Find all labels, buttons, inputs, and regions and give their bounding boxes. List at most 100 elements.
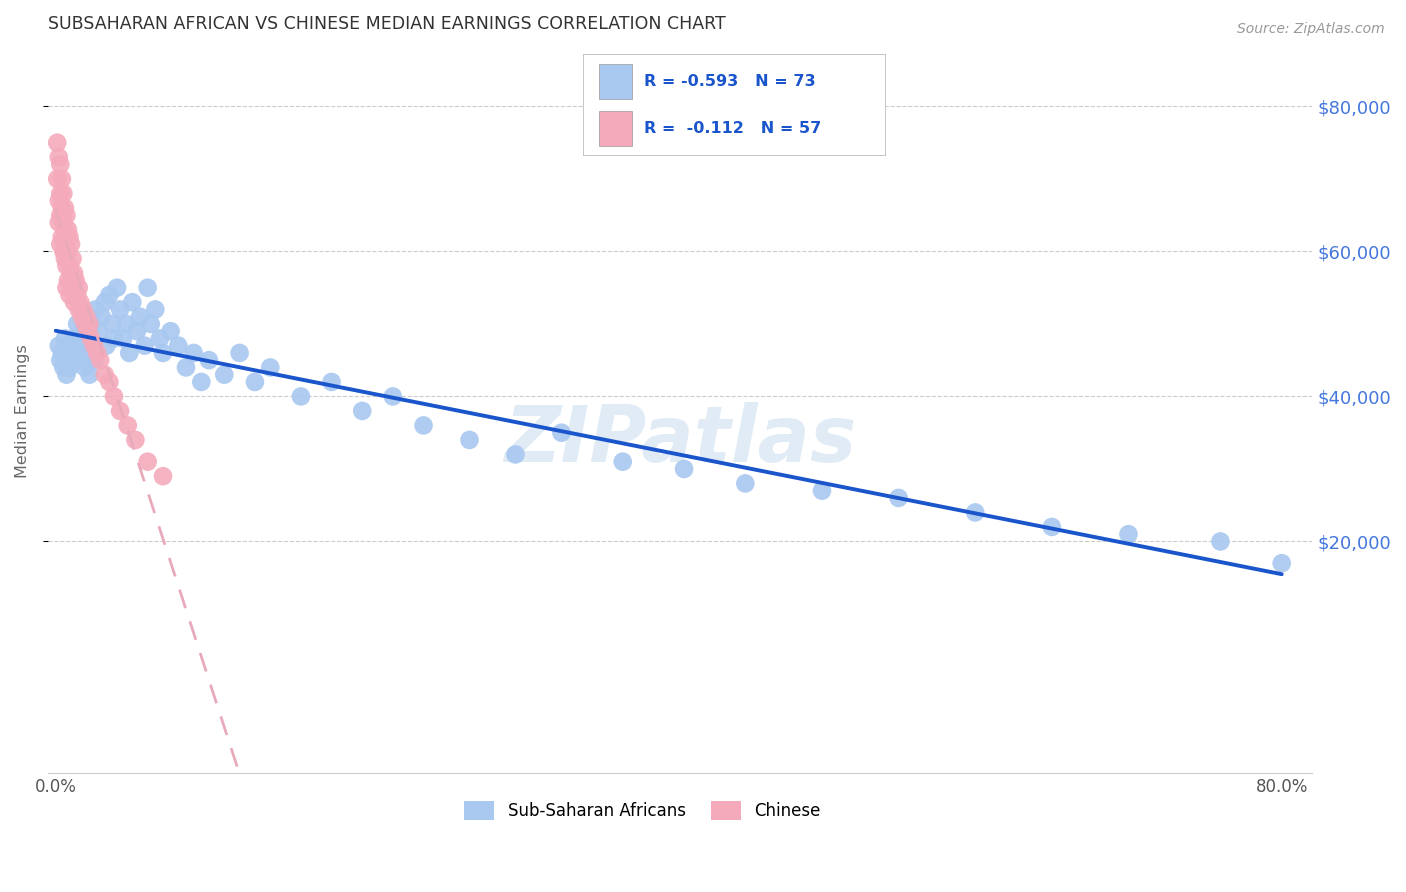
Point bbox=[58, 259, 80, 273]
Point bbox=[134, 339, 156, 353]
Point bbox=[734, 476, 756, 491]
Point bbox=[101, 317, 124, 331]
Point bbox=[66, 288, 89, 302]
Point bbox=[55, 230, 77, 244]
Point bbox=[887, 491, 910, 505]
Point bbox=[190, 375, 212, 389]
Point bbox=[1118, 527, 1140, 541]
Point bbox=[82, 339, 104, 353]
Point bbox=[48, 150, 70, 164]
Point bbox=[673, 462, 696, 476]
Point bbox=[115, 317, 138, 331]
Point bbox=[67, 302, 90, 317]
Text: ZIPatlas: ZIPatlas bbox=[505, 402, 856, 478]
Point bbox=[75, 346, 97, 360]
Point bbox=[381, 389, 404, 403]
Point bbox=[83, 353, 105, 368]
Point bbox=[129, 310, 152, 324]
Point bbox=[60, 339, 83, 353]
FancyBboxPatch shape bbox=[599, 64, 631, 99]
Point bbox=[1040, 520, 1063, 534]
Point bbox=[52, 244, 75, 259]
Point bbox=[108, 302, 131, 317]
FancyBboxPatch shape bbox=[599, 111, 631, 145]
Point bbox=[51, 346, 73, 360]
Point bbox=[63, 295, 86, 310]
Point bbox=[139, 317, 162, 331]
Point bbox=[243, 375, 266, 389]
Text: R =  -0.112   N = 57: R = -0.112 N = 57 bbox=[644, 121, 821, 136]
Text: Source: ZipAtlas.com: Source: ZipAtlas.com bbox=[1237, 22, 1385, 37]
Point bbox=[51, 172, 73, 186]
Point bbox=[159, 324, 181, 338]
Point bbox=[66, 317, 89, 331]
Point bbox=[58, 230, 80, 244]
Point bbox=[136, 455, 159, 469]
FancyBboxPatch shape bbox=[583, 54, 886, 156]
Point bbox=[79, 368, 101, 382]
Point bbox=[125, 324, 148, 338]
Point bbox=[56, 223, 79, 237]
Point bbox=[53, 252, 76, 266]
Point bbox=[72, 302, 94, 317]
Point bbox=[77, 331, 100, 345]
Point bbox=[65, 273, 87, 287]
Point bbox=[1271, 556, 1294, 570]
Point bbox=[458, 433, 481, 447]
Text: SUBSAHARAN AFRICAN VS CHINESE MEDIAN EARNINGS CORRELATION CHART: SUBSAHARAN AFRICAN VS CHINESE MEDIAN EAR… bbox=[48, 15, 725, 33]
Point bbox=[80, 331, 103, 345]
Point bbox=[90, 310, 112, 324]
Point bbox=[108, 404, 131, 418]
Point bbox=[62, 252, 84, 266]
Point bbox=[53, 201, 76, 215]
Point bbox=[321, 375, 343, 389]
Point bbox=[87, 324, 110, 338]
Point bbox=[65, 346, 87, 360]
Point bbox=[56, 346, 79, 360]
Point bbox=[69, 295, 91, 310]
Point bbox=[48, 194, 70, 208]
Point bbox=[228, 346, 250, 360]
Point bbox=[46, 172, 69, 186]
Point bbox=[69, 353, 91, 368]
Point bbox=[56, 273, 79, 287]
Point bbox=[55, 259, 77, 273]
Point bbox=[51, 230, 73, 244]
Point bbox=[55, 208, 77, 222]
Legend: Sub-Saharan Africans, Chinese: Sub-Saharan Africans, Chinese bbox=[457, 794, 827, 827]
Point bbox=[62, 281, 84, 295]
Point bbox=[152, 469, 174, 483]
Point bbox=[67, 281, 90, 295]
Point bbox=[63, 331, 86, 345]
Point bbox=[56, 244, 79, 259]
Point bbox=[51, 201, 73, 215]
Point bbox=[96, 339, 118, 353]
Point bbox=[149, 331, 172, 345]
Point bbox=[174, 360, 197, 375]
Point bbox=[198, 353, 221, 368]
Point bbox=[412, 418, 434, 433]
Point bbox=[60, 353, 83, 368]
Point bbox=[63, 266, 86, 280]
Point bbox=[183, 346, 205, 360]
Point bbox=[505, 447, 527, 461]
Point bbox=[124, 433, 146, 447]
Point bbox=[60, 237, 83, 252]
Point bbox=[167, 339, 190, 353]
Point bbox=[49, 157, 72, 171]
Point bbox=[965, 505, 987, 519]
Point bbox=[112, 331, 135, 345]
Point bbox=[53, 223, 76, 237]
Point bbox=[103, 331, 125, 345]
Point bbox=[58, 288, 80, 302]
Point bbox=[49, 186, 72, 201]
Point bbox=[60, 266, 83, 280]
Point bbox=[98, 288, 121, 302]
Point bbox=[49, 237, 72, 252]
Point bbox=[73, 317, 96, 331]
Point bbox=[118, 346, 141, 360]
Point bbox=[143, 302, 166, 317]
Point bbox=[55, 368, 77, 382]
Point bbox=[55, 281, 77, 295]
Text: R = -0.593   N = 73: R = -0.593 N = 73 bbox=[644, 74, 815, 88]
